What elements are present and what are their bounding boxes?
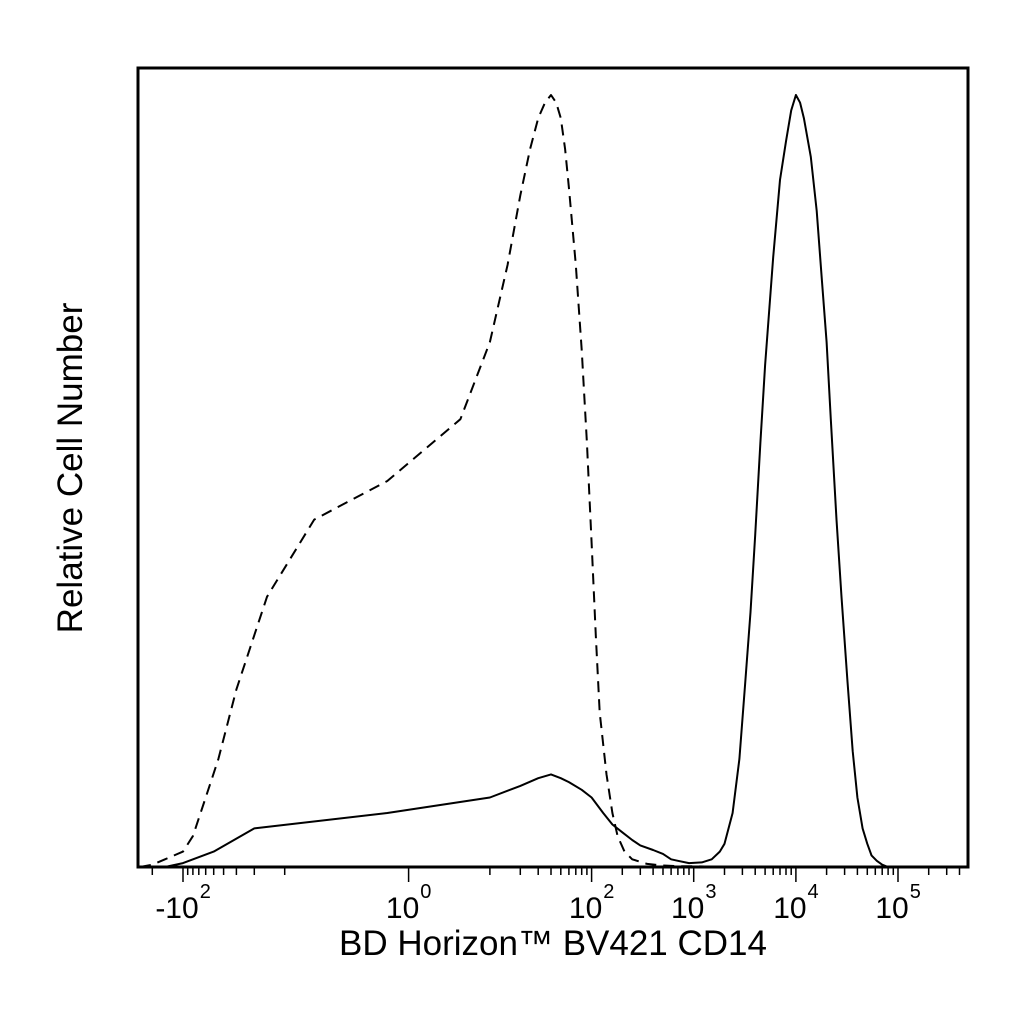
stained-histogram-line (164, 94, 889, 868)
series-layer (139, 94, 889, 868)
x-tick-label: 10 (386, 892, 419, 925)
x-tick-label-exponent: 0 (420, 881, 431, 903)
x-tick-label-exponent: 2 (200, 881, 211, 903)
x-tick-label-exponent: 4 (808, 881, 819, 903)
x-tick-label: 10 (671, 892, 704, 925)
x-tick-label: 10 (875, 892, 908, 925)
y-axis-title: Relative Cell Number (51, 302, 90, 633)
plot-frame (136, 66, 970, 869)
x-tick-label-exponent: 3 (705, 881, 716, 903)
x-tick-label-exponent: 2 (603, 881, 614, 903)
x-tick-label: 10 (773, 892, 806, 925)
x-tick-label: -10 (155, 892, 198, 925)
x-tick-label-exponent: 5 (910, 881, 921, 903)
control-histogram-line (139, 94, 725, 868)
x-axis-title: BD Horizon™ BV421 CD14 (339, 924, 767, 963)
x-axis-ticks: -10 2 10 0 10 2 10 3 10 4 10 5 (151, 868, 961, 925)
x-tick-label: 10 (569, 892, 602, 925)
